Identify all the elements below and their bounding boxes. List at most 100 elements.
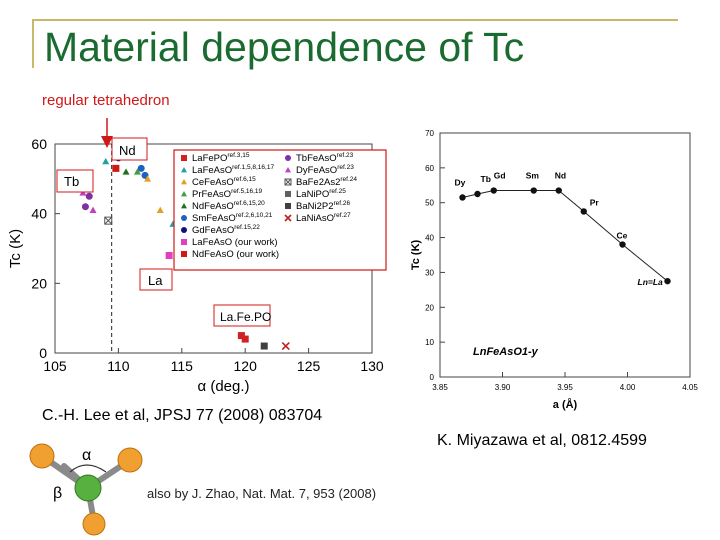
legend-ref: ref.1,5,8,16,17: [232, 164, 274, 171]
data-point: [89, 206, 97, 213]
y-tick-label: 70: [425, 129, 434, 138]
data-point: [81, 203, 89, 211]
slide-subtitle: regular tetrahedron: [42, 92, 170, 109]
legend-marker: [285, 203, 291, 209]
y-tick-label: 10: [425, 338, 434, 347]
tetrahedron-molecule: α β: [29, 443, 143, 536]
data-point: [104, 216, 113, 225]
y-tick-label: 0: [39, 345, 47, 361]
reference-zhao: also by J. Zhao, Nat. Mat. 7, 953 (2008): [147, 486, 377, 501]
callout-nd-box: [111, 137, 148, 161]
data-point: [237, 332, 245, 340]
point-label: Gd: [494, 171, 506, 181]
data-point: [144, 175, 152, 182]
data-point: [112, 164, 120, 172]
data-point: [85, 192, 93, 200]
data-point: [530, 187, 537, 194]
legend-ref: ref.5,16,19: [231, 188, 262, 195]
point-label: Ce: [617, 231, 628, 241]
alpha-label: α: [82, 447, 91, 464]
data-point: [102, 157, 110, 165]
data-point: [241, 335, 249, 343]
data-point: [165, 251, 173, 259]
arrow-head-icon: [101, 136, 113, 148]
x-tick-label: 105: [43, 358, 67, 374]
tc-vs-lattice-chart: 0 10 20 30 40 50 60 70 3.85 3.90 3.95 4.00 4.05 a (Å)…: [410, 129, 698, 411]
x-axis-label: α (deg.): [197, 378, 249, 395]
callout-la-label: La: [148, 273, 163, 288]
title-divider-horizontal: [32, 19, 678, 21]
legend-ref: ref.25: [329, 188, 346, 195]
y-tick-label: 30: [425, 268, 434, 277]
data-point: [580, 208, 587, 215]
y-tick-label: 50: [425, 199, 434, 208]
beta-label: β: [53, 485, 62, 502]
data-point: [619, 241, 626, 248]
reference-lee: C.-H. Lee et al, JPSJ 77 (2008) 083704: [42, 407, 323, 424]
x-tick-label: 130: [360, 358, 384, 374]
y-tick-label: 40: [425, 234, 434, 243]
x-tick-label: 4.00: [620, 383, 636, 392]
marker-cross: [104, 216, 113, 225]
data-point: [474, 190, 481, 198]
y-tick-label: 0: [430, 373, 435, 382]
y-axis-label: Tc (K): [7, 229, 24, 268]
data-point: [137, 164, 145, 172]
point-label: Sm: [526, 171, 540, 181]
y-tick-label: 60: [425, 164, 434, 173]
legend-label: LaFeAsO (our work): [192, 237, 278, 248]
legend-ref: ref.23: [337, 152, 354, 159]
x-tick-label: 120: [234, 358, 258, 374]
legend-marker: [284, 214, 292, 222]
legend-ref: ref.6,15: [234, 176, 256, 183]
legend-box: [173, 149, 387, 271]
legend-marker: [285, 191, 291, 197]
legend-ref: ref.27: [334, 212, 351, 219]
y-tick-label: 20: [31, 275, 47, 291]
x-tick-label: 3.95: [557, 383, 573, 392]
callout-tb-label: Tb: [64, 174, 79, 189]
data-point: [664, 277, 671, 285]
point-label: Nd: [555, 171, 566, 181]
callout-nd-label: Nd: [119, 143, 136, 158]
legend-marker: [181, 155, 187, 161]
reference-miyazawa: K. Miyazawa et al, 0812.4599: [437, 432, 647, 449]
y-tick-label: 20: [425, 303, 434, 312]
legend-ref: ref.2,6,10,21: [236, 212, 273, 219]
central-atom-icon: [74, 474, 102, 502]
ligand-atom-icon: [117, 447, 143, 473]
slide-title: Material dependence of Tc: [44, 24, 525, 70]
callout-lafepo-box: [213, 304, 271, 327]
data-point: [459, 194, 466, 201]
legend-ref: ref.6,15,20: [234, 200, 265, 207]
legend-marker: [181, 251, 187, 257]
legend-marker: [181, 191, 187, 197]
ligand-atom-icon: [29, 443, 55, 469]
legend-label: NdFeAsO (our work): [192, 249, 279, 260]
legend-ref: ref.23: [337, 164, 354, 171]
data-point: [490, 187, 497, 194]
title-divider-vertical: [32, 20, 34, 68]
legend-marker: [285, 167, 291, 173]
data-point: [133, 168, 141, 175]
legend-marker: [181, 167, 187, 173]
data-point: [281, 341, 290, 351]
y-tick-label: 40: [31, 206, 47, 222]
legend-ref: ref.26: [334, 200, 351, 207]
point-label: Tb: [481, 174, 491, 184]
series-label: LnFeAsO1-y: [473, 346, 539, 358]
legend-marker: [285, 155, 291, 161]
callout-lafepo-label: La.Fe.PO: [220, 310, 271, 324]
data-point: [260, 342, 268, 350]
data-point: [555, 187, 562, 194]
series-line: [462, 190, 668, 282]
point-label: Ln=La: [638, 277, 664, 287]
data-point: [156, 206, 164, 213]
legend-marker: [181, 227, 187, 233]
legend-ref: ref.15,22: [234, 224, 260, 231]
x-tick-label: 3.85: [432, 383, 448, 392]
y-tick-label: 60: [31, 136, 47, 152]
x-tick-label: 4.05: [682, 383, 698, 392]
legend-ref: ref.3,15: [227, 152, 249, 159]
